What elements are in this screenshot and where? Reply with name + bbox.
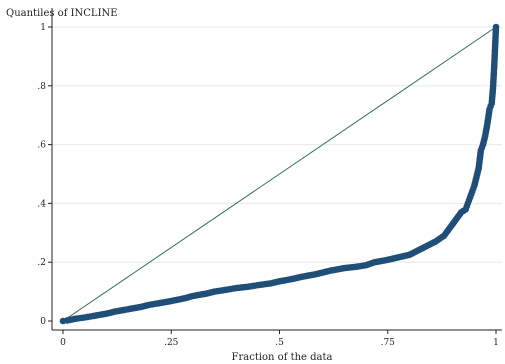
y-axis-title: Quantiles of INCLINE xyxy=(6,8,118,19)
y-tick-label: 1 xyxy=(40,23,46,33)
y-tick-label: .6 xyxy=(37,141,46,151)
x-tick-label: 1 xyxy=(493,338,499,348)
axes: 0 .2 .4 .6 .8 1 0 .25 .5 .75 1 xyxy=(37,8,502,348)
y-tick-label: .4 xyxy=(37,199,46,209)
x-tick-label: .25 xyxy=(164,338,179,348)
reference-line-group xyxy=(62,26,497,322)
reference-line xyxy=(62,26,497,322)
gridlines xyxy=(52,26,502,263)
data-points xyxy=(59,23,500,325)
y-tick-label: .2 xyxy=(37,258,46,268)
data-point xyxy=(492,23,500,31)
x-tick-label: .5 xyxy=(275,338,284,348)
y-tick-label: 0 xyxy=(40,317,46,327)
x-axis-title: Fraction of the data xyxy=(232,352,333,363)
x-tick-label: .75 xyxy=(381,338,396,348)
x-tick-label: 0 xyxy=(60,338,66,348)
y-tick-label: .8 xyxy=(37,82,46,92)
